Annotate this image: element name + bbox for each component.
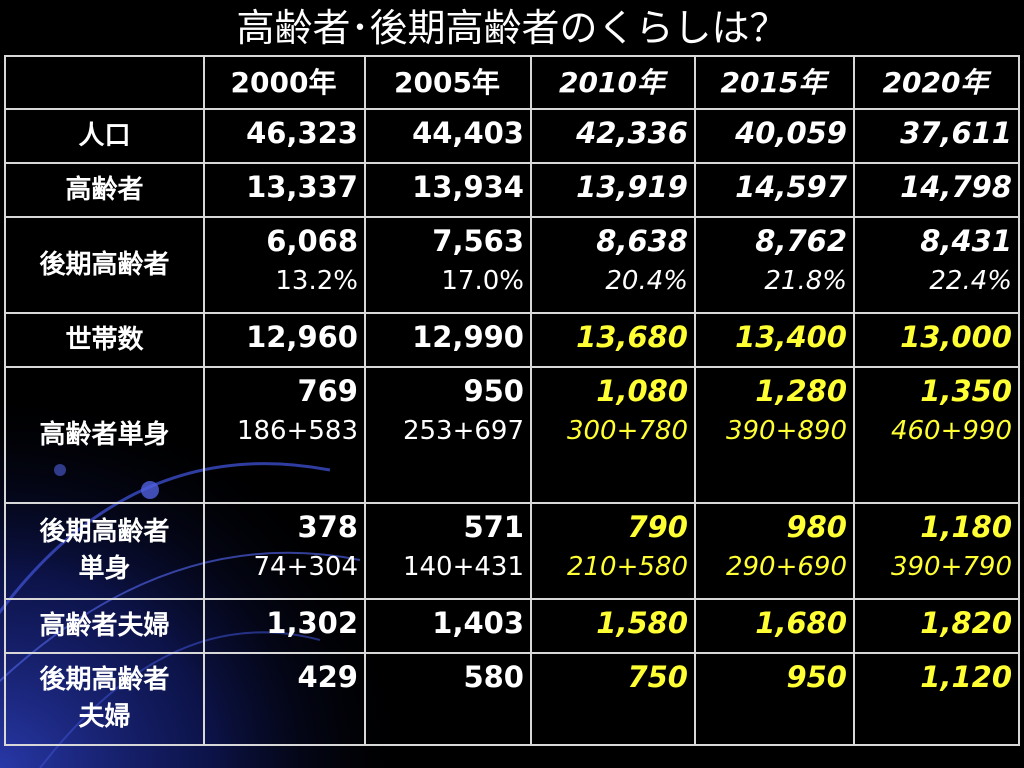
row-label-elderly-couple: 高齢者夫婦 <box>4 598 205 654</box>
table-row: 後期高齢者 6,068 13.2% 7,563 17.0% 8,638 20.4% 8… <box>4 216 1020 314</box>
cell-main: 769 <box>297 374 358 408</box>
cell-sub: 390+890 <box>725 416 847 446</box>
cell: 1,580 <box>530 598 696 654</box>
cell-sub: 186+583 <box>236 416 358 446</box>
cell-sub: 390+790 <box>890 552 1012 582</box>
cell-main: 1,280 <box>755 374 847 408</box>
cell: 14,597 <box>694 162 855 218</box>
cell: 13,680 <box>530 312 696 368</box>
cell-main: 980 <box>786 510 847 544</box>
cell-main: 378 <box>297 510 358 544</box>
cell: 378 74+304 <box>203 502 366 600</box>
cell: 950 <box>694 652 855 746</box>
cell-sub: 140+431 <box>402 552 524 582</box>
cell-main: 1,350 <box>920 374 1012 408</box>
cell-main: 950 <box>463 374 524 408</box>
cell-main: 6,068 <box>266 224 358 258</box>
table-row: 高齢者単身 769 186+583 950 253+697 1,080 300+780… <box>4 366 1020 504</box>
row-label-late-elderly-single: 後期高齢者 単身 <box>4 502 205 600</box>
cell: 13,000 <box>853 312 1020 368</box>
cell-main: 571 <box>463 510 524 544</box>
cell-main: 1,180 <box>920 510 1012 544</box>
cell: 1,302 <box>203 598 366 654</box>
header-year-2005: 2005年 <box>364 55 532 110</box>
row-label-late-elderly-couple: 後期高齢者 夫婦 <box>4 652 205 746</box>
row-label-households: 世帯数 <box>4 312 205 368</box>
table-row: 後期高齢者 単身 378 74+304 571 140+431 790 210+580 … <box>4 502 1020 600</box>
header-year-2015: 2015年 <box>694 55 855 110</box>
cell-main: 7,563 <box>432 224 524 258</box>
row-label-line: 後期高齢者 <box>39 517 170 547</box>
cell: 40,059 <box>694 108 855 164</box>
header-year-2020: 2020年 <box>853 55 1020 110</box>
row-label-elderly: 高齢者 <box>4 162 205 218</box>
cell: 42,336 <box>530 108 696 164</box>
cell-sub: 210+580 <box>566 552 688 582</box>
cell: 1,120 <box>853 652 1020 746</box>
cell: 980 290+690 <box>694 502 855 600</box>
cell-sub: 290+690 <box>725 552 847 582</box>
cell: 13,919 <box>530 162 696 218</box>
cell: 14,798 <box>853 162 1020 218</box>
row-label-population: 人口 <box>4 108 205 164</box>
cell: 1,403 <box>364 598 532 654</box>
cell: 13,400 <box>694 312 855 368</box>
row-label-line: 後期高齢者 <box>39 665 170 695</box>
cell-sub: 17.0% <box>441 266 524 296</box>
cell: 12,990 <box>364 312 532 368</box>
cell: 1,180 390+790 <box>853 502 1020 600</box>
elderly-statistics-table: 2000年 2005年 2010年 2015年 2020年 人口 46,323 … <box>4 55 1020 746</box>
row-label-line: 夫婦 <box>78 702 131 732</box>
header-year-2010: 2010年 <box>530 55 696 110</box>
cell: 750 <box>530 652 696 746</box>
table-row: 高齢者夫婦 1,302 1,403 1,580 1,680 1,820 <box>4 598 1020 654</box>
table-row: 高齢者 13,337 13,934 13,919 14,597 14,798 <box>4 162 1020 218</box>
cell: 1,820 <box>853 598 1020 654</box>
cell: 1,280 390+890 <box>694 366 855 504</box>
cell-sub: 253+697 <box>402 416 524 446</box>
header-row: 2000年 2005年 2010年 2015年 2020年 <box>4 55 1020 110</box>
slide-title: 高齢者･後期高齢者のくらしは？ <box>236 6 788 50</box>
cell: 44,403 <box>364 108 532 164</box>
table-row: 世帯数 12,960 12,990 13,680 13,400 13,000 <box>4 312 1020 368</box>
header-corner <box>4 55 205 110</box>
cell-sub: 22.4% <box>929 266 1012 296</box>
cell-sub: 21.8% <box>764 266 847 296</box>
cell: 1,350 460+990 <box>853 366 1020 504</box>
cell: 8,638 20.4% <box>530 216 696 314</box>
cell: 8,762 21.8% <box>694 216 855 314</box>
row-label-elderly-single: 高齢者単身 <box>4 366 205 504</box>
cell: 790 210+580 <box>530 502 696 600</box>
cell-sub: 20.4% <box>605 266 688 296</box>
cell: 37,611 <box>853 108 1020 164</box>
cell: 1,680 <box>694 598 855 654</box>
cell: 7,563 17.0% <box>364 216 532 314</box>
cell: 1,080 300+780 <box>530 366 696 504</box>
row-label-late-elderly: 後期高齢者 <box>4 216 205 314</box>
cell-sub: 460+990 <box>890 416 1012 446</box>
cell-main: 1,080 <box>596 374 688 408</box>
cell: 12,960 <box>203 312 366 368</box>
cell: 8,431 22.4% <box>853 216 1020 314</box>
table-row: 後期高齢者夫婦 429 580 750 950 1,120 <box>4 652 1020 746</box>
cell-main: 8,431 <box>920 224 1012 258</box>
cell: 6,068 13.2% <box>203 216 366 314</box>
cell: 429 <box>203 652 366 746</box>
cell: 571 140+431 <box>364 502 532 600</box>
cell-sub: 74+304 <box>253 552 359 582</box>
cell: 13,934 <box>364 162 532 218</box>
table-row: 人口 46,323 44,403 42,336 40,059 37,611 <box>4 108 1020 164</box>
cell: 580 <box>364 652 532 746</box>
header-year-2000: 2000年 <box>203 55 366 110</box>
cell-sub: 13.2% <box>275 266 358 296</box>
cell-sub: 300+780 <box>566 416 688 446</box>
cell: 950 253+697 <box>364 366 532 504</box>
cell-main: 8,762 <box>755 224 847 258</box>
row-label-line: 単身 <box>78 554 131 584</box>
cell-main: 790 <box>627 510 688 544</box>
cell-main: 8,638 <box>596 224 688 258</box>
cell: 769 186+583 <box>203 366 366 504</box>
cell: 46,323 <box>203 108 366 164</box>
cell: 13,337 <box>203 162 366 218</box>
